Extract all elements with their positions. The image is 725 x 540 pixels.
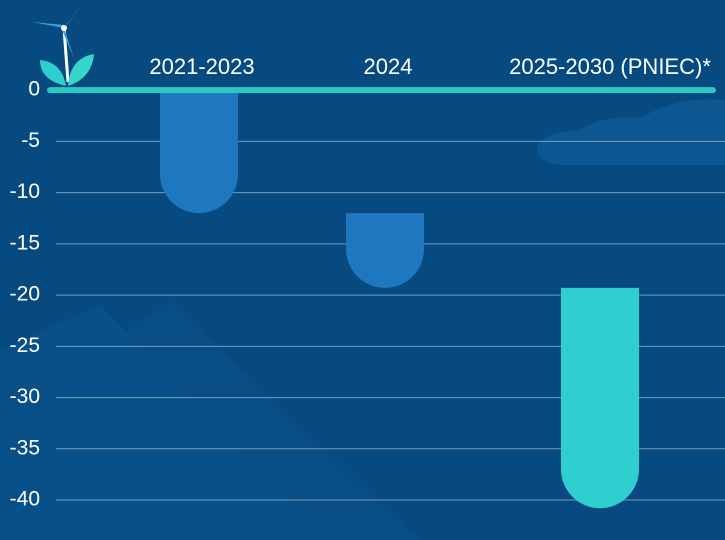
y-tick-label: 0 — [28, 78, 40, 101]
y-tick-label: -15 — [10, 231, 40, 254]
y-tick-label: -40 — [10, 488, 40, 511]
mountain — [0, 300, 420, 540]
y-tick-label: -35 — [10, 436, 40, 459]
bar — [561, 287, 639, 509]
y-tick-label: -5 — [21, 129, 40, 152]
y-tick-label: -25 — [10, 334, 40, 357]
category-label: 2025-2030 (PNIEC)* — [509, 54, 711, 79]
y-tick-label: -10 — [10, 180, 40, 203]
y-tick-label: -30 — [10, 385, 40, 408]
cloud — [537, 99, 725, 165]
bar — [160, 90, 238, 214]
y-tick-label: -20 — [10, 283, 40, 306]
turbine-icon — [32, 4, 94, 86]
category-label: 2024 — [364, 54, 413, 79]
category-label: 2021-2023 — [149, 54, 254, 79]
bar — [346, 213, 424, 288]
